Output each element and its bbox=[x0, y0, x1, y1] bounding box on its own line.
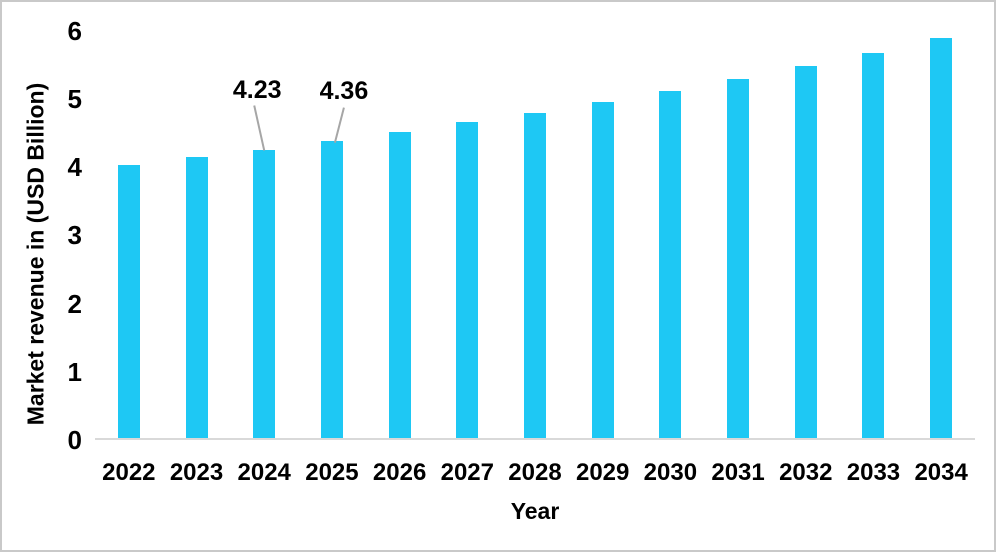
bar-2033 bbox=[862, 52, 885, 438]
y-tick-label-1: 1 bbox=[67, 356, 82, 387]
x-tick-label-2030: 2030 bbox=[643, 459, 698, 486]
x-tick-label-2022: 2022 bbox=[102, 459, 156, 486]
bar-2028 bbox=[524, 112, 546, 438]
x-tick-label-2029: 2029 bbox=[575, 459, 630, 486]
x-tick-label-2032: 2032 bbox=[779, 459, 833, 486]
y-axis-title: Market revenue in (USD Billion) bbox=[22, 82, 49, 426]
x-tick-label-2026: 2026 bbox=[372, 459, 427, 486]
annotation-label-2025: 4.36 bbox=[319, 76, 369, 105]
bar-2022 bbox=[117, 165, 140, 438]
bar-2027 bbox=[456, 122, 479, 438]
y-tick-label-4: 4 bbox=[67, 152, 82, 183]
bar-2026 bbox=[388, 131, 411, 438]
x-tick-label-2028: 2028 bbox=[508, 459, 562, 486]
x-axis-line bbox=[95, 438, 975, 440]
y-tick-label-6: 6 bbox=[67, 15, 82, 46]
y-tick-label-3: 3 bbox=[67, 220, 82, 251]
bar-2025 bbox=[320, 140, 343, 438]
x-axis-title: Year bbox=[510, 498, 560, 524]
annotation-label-2024: 4.23 bbox=[232, 75, 282, 104]
y-tick-label-0: 0 bbox=[67, 425, 82, 455]
bar-2029 bbox=[591, 102, 614, 438]
bar-2032 bbox=[794, 65, 817, 438]
x-tick-label-2023: 2023 bbox=[169, 459, 224, 486]
x-tick-label-2031: 2031 bbox=[711, 459, 765, 486]
y-tick-label-5: 5 bbox=[67, 84, 82, 114]
x-tick-label-2034: 2034 bbox=[914, 459, 968, 486]
bar-2030 bbox=[659, 90, 682, 438]
x-tick-label-2033: 2033 bbox=[846, 459, 901, 486]
leader-line-2024 bbox=[253, 105, 266, 151]
x-tick-label-2025: 2025 bbox=[305, 459, 359, 486]
bar-2031 bbox=[727, 79, 750, 438]
bar-2023 bbox=[185, 157, 208, 438]
bar-2034 bbox=[930, 38, 953, 438]
y-tick-label-2: 2 bbox=[67, 288, 82, 319]
x-tick-label-2027: 2027 bbox=[440, 459, 494, 486]
x-tick-label-2024: 2024 bbox=[237, 459, 291, 486]
bar-2024 bbox=[253, 149, 276, 438]
leader-line-2025 bbox=[333, 107, 345, 143]
